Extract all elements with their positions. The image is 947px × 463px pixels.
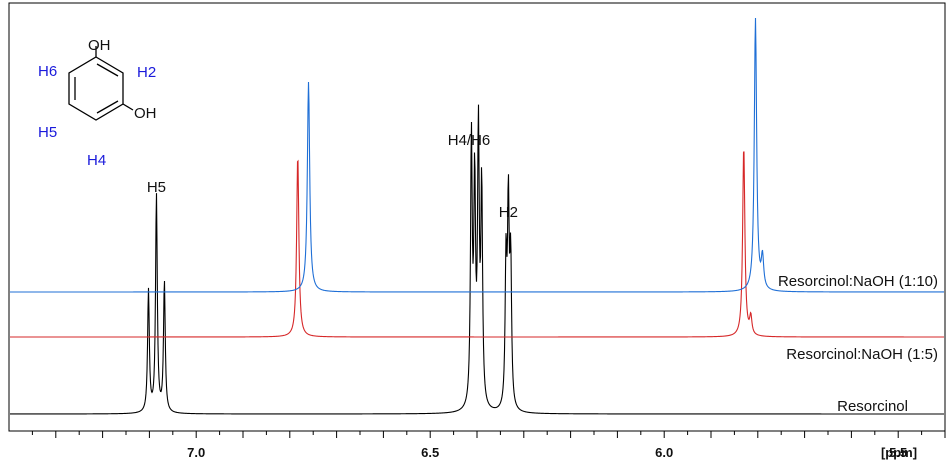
series-group: Resorcinol Resorcinol:NaOH (1:5) Resorcino…	[10, 17, 944, 415]
atom-oh-top: OH	[88, 37, 111, 54]
peak-label-0: H5	[147, 179, 166, 196]
atom-h4: H4	[87, 152, 106, 169]
resorcinol-structure: OH OH H6 H2 H5 H4	[38, 37, 157, 169]
series-line-1	[10, 151, 944, 338]
x-tick-label-1: 6.5	[421, 445, 439, 460]
x-axis-ticks: 7.0 6.5 6.0 5.5	[31, 431, 946, 460]
peak-annotations: H5 H4/H6 H2	[147, 132, 518, 221]
x-tick-label-2: 6.0	[655, 445, 673, 460]
atom-h2: H2	[137, 64, 156, 81]
x-tick-label-0: 7.0	[187, 445, 205, 460]
series-line-2	[10, 17, 944, 293]
series-label-0: Resorcinol	[837, 398, 908, 415]
x-axis-label: [ppm]	[881, 445, 917, 460]
benzene-ring	[68, 46, 134, 121]
peak-label-2: H2	[499, 204, 518, 221]
atom-oh-right: OH	[134, 105, 157, 122]
series-label-2: Resorcinol:NaOH (1:10)	[778, 273, 938, 290]
series-line-0	[10, 104, 944, 415]
atom-h6: H6	[38, 63, 57, 80]
x-tick-label-3: 5.5	[889, 445, 907, 460]
series-label-1: Resorcinol:NaOH (1:5)	[786, 346, 938, 363]
peak-label-1: H4/H6	[448, 132, 491, 149]
atom-h5: H5	[38, 124, 57, 141]
